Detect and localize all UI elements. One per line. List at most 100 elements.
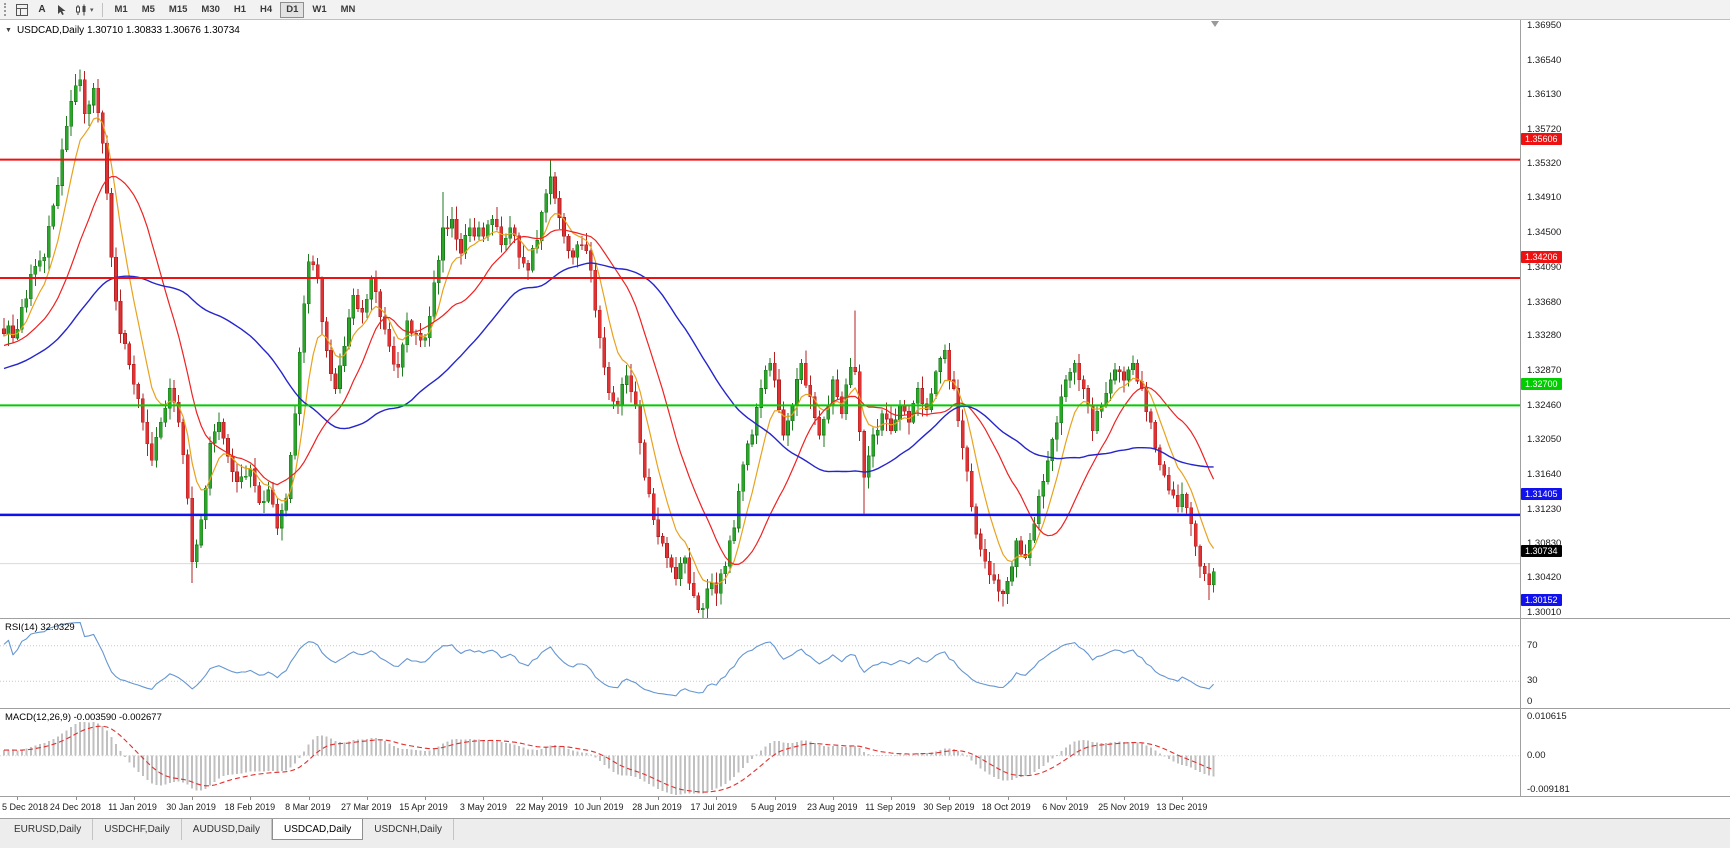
date-label: 11 Jan 2019 xyxy=(108,802,157,812)
time-scale-divider xyxy=(0,796,1730,797)
chart-tab-audusd-daily[interactable]: AUDUSD,Daily xyxy=(181,819,273,840)
time-scale-tick xyxy=(366,797,368,800)
price-scale-label: 1.30420 xyxy=(1527,572,1562,584)
macd-histogram xyxy=(3,722,1215,795)
date-label: 30 Jan 2019 xyxy=(166,802,216,812)
date-label: 25 Nov 2019 xyxy=(1098,802,1150,812)
rsi-line xyxy=(3,622,1214,697)
panel-divider[interactable] xyxy=(0,708,1730,709)
time-scale-tick xyxy=(774,797,776,800)
level-price-badge: 1.31405 xyxy=(1521,487,1562,500)
time-scale-tick xyxy=(1007,797,1009,800)
rsi-indicator-panel[interactable] xyxy=(0,619,1520,708)
collapse-panel-icon[interactable]: ▼ xyxy=(5,27,12,34)
time-scale-tick xyxy=(483,797,485,800)
date-label: 18 Feb 2019 xyxy=(224,802,276,812)
timeframe-button-m5[interactable]: M5 xyxy=(136,2,161,18)
time-scale-tick xyxy=(658,797,660,800)
timeframe-button-m1[interactable]: M1 xyxy=(109,2,134,18)
candle-style-icon[interactable]: ▾ xyxy=(72,1,97,18)
timeframe-button-m15[interactable]: M15 xyxy=(163,2,193,18)
toolbar-separator xyxy=(101,2,103,17)
date-label: 3 May 2019 xyxy=(459,802,507,812)
ma-slow-line xyxy=(3,262,1214,473)
price-scale-label: 1.36130 xyxy=(1527,89,1562,101)
level-price-badge: 1.35606 xyxy=(1521,132,1562,145)
toolbar-icon-group: A ▾ xyxy=(12,1,97,18)
time-scale[interactable]: 5 Dec 2018 24 Dec 2018 11 Jan 2019 30 Jan 2… xyxy=(0,797,1520,818)
price-scale-label: 1.30010 xyxy=(1527,606,1562,618)
charts-grid-icon[interactable] xyxy=(12,1,32,18)
timeframe-button-w1[interactable]: W1 xyxy=(306,2,332,18)
chart-tab-usdchf-daily[interactable]: USDCHF,Daily xyxy=(93,819,182,840)
text-tool-icon[interactable]: A xyxy=(32,1,52,18)
timeframe-button-m30[interactable]: M30 xyxy=(195,2,225,18)
ma-mid-line xyxy=(3,176,1215,566)
date-label: 8 Mar 2019 xyxy=(285,802,331,812)
date-label: 27 Mar 2019 xyxy=(341,802,392,812)
chart-title-text: USDCAD,Daily 1.30710 1.30833 1.30676 1.3… xyxy=(16,25,240,36)
chart-tab-usdcad-daily[interactable]: USDCAD,Daily xyxy=(272,819,364,840)
panel-divider[interactable] xyxy=(0,618,1730,619)
chart-tab-eurusd-daily[interactable]: EURUSD,Daily xyxy=(3,819,94,840)
main-price-chart[interactable] xyxy=(0,20,1520,618)
date-label: 6 Nov 2019 xyxy=(1042,802,1089,812)
chart-title: ▼ USDCAD,Daily 1.30710 1.30833 1.30676 1… xyxy=(5,25,240,36)
rsi-scale-label: 30 xyxy=(1527,675,1538,687)
macd-label: MACD(12,26,9) -0.003590 -0.002677 xyxy=(5,712,162,723)
price-scale-label: 1.31640 xyxy=(1527,469,1562,481)
time-scale-tick xyxy=(541,797,543,800)
time-scale-tick xyxy=(1065,797,1067,800)
price-scale-label: 1.35320 xyxy=(1527,157,1562,169)
time-scale-tick xyxy=(1124,797,1125,800)
price-scale-label: 1.33680 xyxy=(1527,296,1562,308)
price-scale-label: 1.36540 xyxy=(1527,54,1562,66)
level-price-badge: 1.30152 xyxy=(1521,593,1562,606)
date-label: 13 Dec 2019 xyxy=(1156,802,1208,812)
time-scale-tick xyxy=(17,797,19,800)
price-scale-label: 1.32460 xyxy=(1527,399,1562,411)
date-label: 11 Sep 2019 xyxy=(865,802,916,812)
price-scale-label: 1.31230 xyxy=(1527,503,1562,515)
price-scale-label: 1.33280 xyxy=(1527,330,1562,342)
macd-scale-label: 0.00 xyxy=(1527,749,1546,761)
macd-scale-label: 0.010615 xyxy=(1527,711,1567,722)
date-label: 24 Dec 2018 xyxy=(49,802,101,812)
price-scale-label: 1.34910 xyxy=(1527,192,1562,204)
price-scale-label: 1.34090 xyxy=(1527,261,1562,273)
chart-shift-marker[interactable] xyxy=(1211,21,1219,27)
timeframe-button-h1[interactable]: H1 xyxy=(228,2,252,18)
top-toolbar: A ▾ M1 M5 M15 M30 H1 H4 D1 W1 MN xyxy=(0,0,1730,20)
candlestick-series xyxy=(2,69,1216,618)
date-label: 17 Jul 2019 xyxy=(690,802,738,812)
toolbar-grip[interactable] xyxy=(4,3,8,16)
time-scale-tick xyxy=(832,797,834,800)
date-label: 30 Sep 2019 xyxy=(923,802,975,812)
timeframe-button-h4[interactable]: H4 xyxy=(254,2,278,18)
macd-indicator-panel[interactable] xyxy=(0,709,1520,796)
timeframe-button-mn[interactable]: MN xyxy=(335,2,362,18)
date-label: 28 Jun 2019 xyxy=(632,802,682,812)
time-scale-tick xyxy=(192,797,194,800)
ma-fast-line xyxy=(3,116,1215,586)
time-scale-tick xyxy=(891,797,893,800)
date-label: 15 Apr 2019 xyxy=(399,802,448,812)
date-label: 5 Aug 2019 xyxy=(751,802,797,812)
chart-tab-usdcnh-daily[interactable]: USDCNH,Daily xyxy=(363,819,455,840)
time-scale-tick xyxy=(133,797,135,800)
rsi-scale-label: 0 xyxy=(1527,696,1533,707)
date-label: 22 May 2019 xyxy=(515,802,568,812)
timeframe-button-group: M1 M5 M15 M30 H1 H4 D1 W1 MN xyxy=(108,1,363,18)
date-label: 23 Aug 2019 xyxy=(806,802,858,812)
level-price-badge: 1.34206 xyxy=(1521,251,1562,264)
date-label: 18 Oct 2019 xyxy=(981,802,1031,812)
timeframe-button-d1[interactable]: D1 xyxy=(280,1,305,18)
time-scale-tick xyxy=(1182,797,1184,800)
macd-signal-line xyxy=(4,725,1214,793)
price-scale-label: 1.36950 xyxy=(1527,19,1562,31)
macd-scale-label: -0.009181 xyxy=(1527,784,1570,795)
date-label: 10 Jun 2019 xyxy=(573,802,624,812)
time-scale-tick xyxy=(599,797,601,800)
cursor-tool-icon[interactable] xyxy=(52,1,72,18)
rsi-scale-label: 70 xyxy=(1527,639,1538,651)
